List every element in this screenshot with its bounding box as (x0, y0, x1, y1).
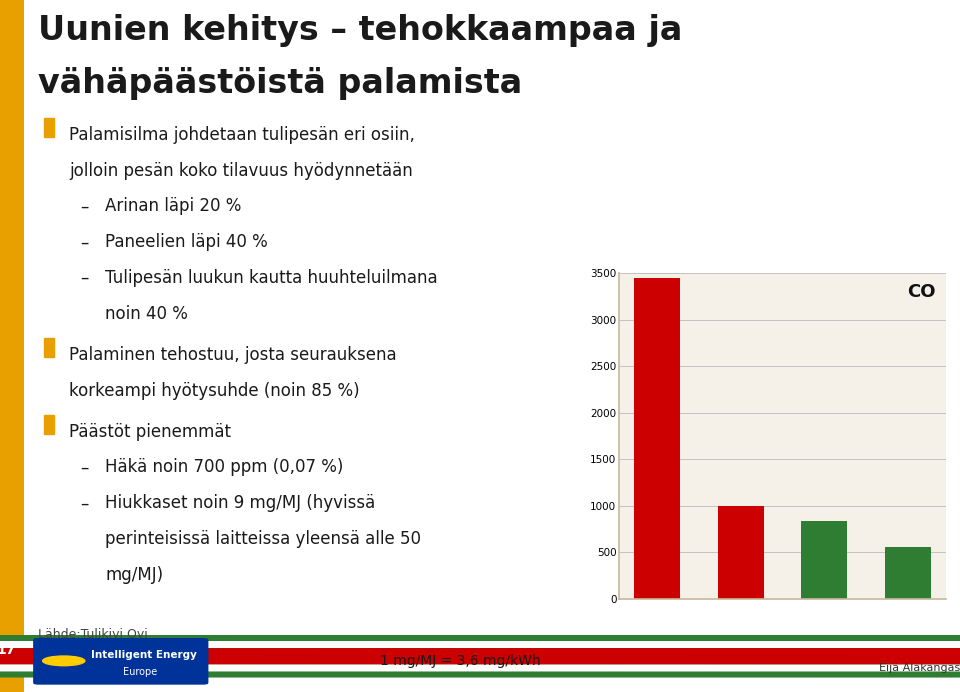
Text: –: – (80, 197, 88, 215)
Text: Europe: Europe (123, 666, 157, 677)
Bar (718, 506, 763, 599)
Text: Häkä noin 700 ppm (0,07 %): Häkä noin 700 ppm (0,07 %) (106, 459, 344, 477)
Text: vähäpäästöistä palamista: vähäpäästöistä palamista (38, 67, 522, 100)
Text: Tulipesän luukun kautta huuhteluilmana: Tulipesän luukun kautta huuhteluilmana (106, 269, 438, 287)
Text: ppm: ppm (607, 643, 631, 653)
Circle shape (0, 641, 960, 671)
Text: Palamisilma johdetaan tulipesän eri osiin,: Palamisilma johdetaan tulipesän eri osii… (69, 126, 415, 144)
Text: –: – (80, 459, 88, 477)
Text: Palaminen tehostuu, josta seurauksena: Palaminen tehostuu, josta seurauksena (69, 346, 396, 364)
Text: jolloin pesän koko tilavuus hyödynnetään: jolloin pesän koko tilavuus hyödynnetään (69, 161, 413, 179)
Text: –: – (80, 269, 88, 287)
Text: CO: CO (907, 283, 936, 301)
Bar (44, 415, 54, 434)
Text: Eija Alakangas: Eija Alakangas (878, 663, 960, 673)
Bar (634, 278, 680, 599)
Circle shape (0, 649, 960, 664)
Text: Päästöt pienemmät: Päästöt pienemmät (69, 423, 231, 441)
Text: mg/MJ): mg/MJ) (106, 566, 163, 584)
Text: Paneelien läpi 40 %: Paneelien läpi 40 % (106, 233, 268, 251)
Circle shape (0, 649, 960, 664)
Circle shape (0, 636, 960, 677)
FancyBboxPatch shape (35, 639, 207, 684)
Text: noin 40 %: noin 40 % (106, 305, 188, 323)
Text: Uunien kehitys – tehokkaampaa ja: Uunien kehitys – tehokkaampaa ja (38, 14, 683, 47)
Text: perinteisissä laitteissa yleensä alle 50: perinteisissä laitteissa yleensä alle 50 (106, 530, 421, 548)
Bar (44, 118, 54, 136)
Bar (44, 338, 54, 357)
Text: Arinan läpi 20 %: Arinan läpi 20 % (106, 197, 242, 215)
Bar (802, 522, 847, 599)
Text: Hiukkaset noin 9 mg/MJ (hyvissä: Hiukkaset noin 9 mg/MJ (hyvissä (106, 494, 375, 512)
Text: 17: 17 (0, 644, 15, 657)
Text: –: – (80, 233, 88, 251)
Circle shape (0, 641, 960, 671)
Circle shape (0, 636, 960, 677)
Text: korkeampi hyötysuhde (noin 85 %): korkeampi hyötysuhde (noin 85 %) (69, 382, 360, 400)
Text: Lähde:Tulikivi Oyj: Lähde:Tulikivi Oyj (38, 628, 148, 641)
Circle shape (42, 656, 84, 666)
Bar (885, 547, 931, 599)
Text: Intelligent Energy: Intelligent Energy (91, 650, 197, 660)
Text: –: – (80, 494, 88, 512)
Text: 1 mg/MJ = 3,6 mg/kWh: 1 mg/MJ = 3,6 mg/kWh (380, 654, 541, 668)
